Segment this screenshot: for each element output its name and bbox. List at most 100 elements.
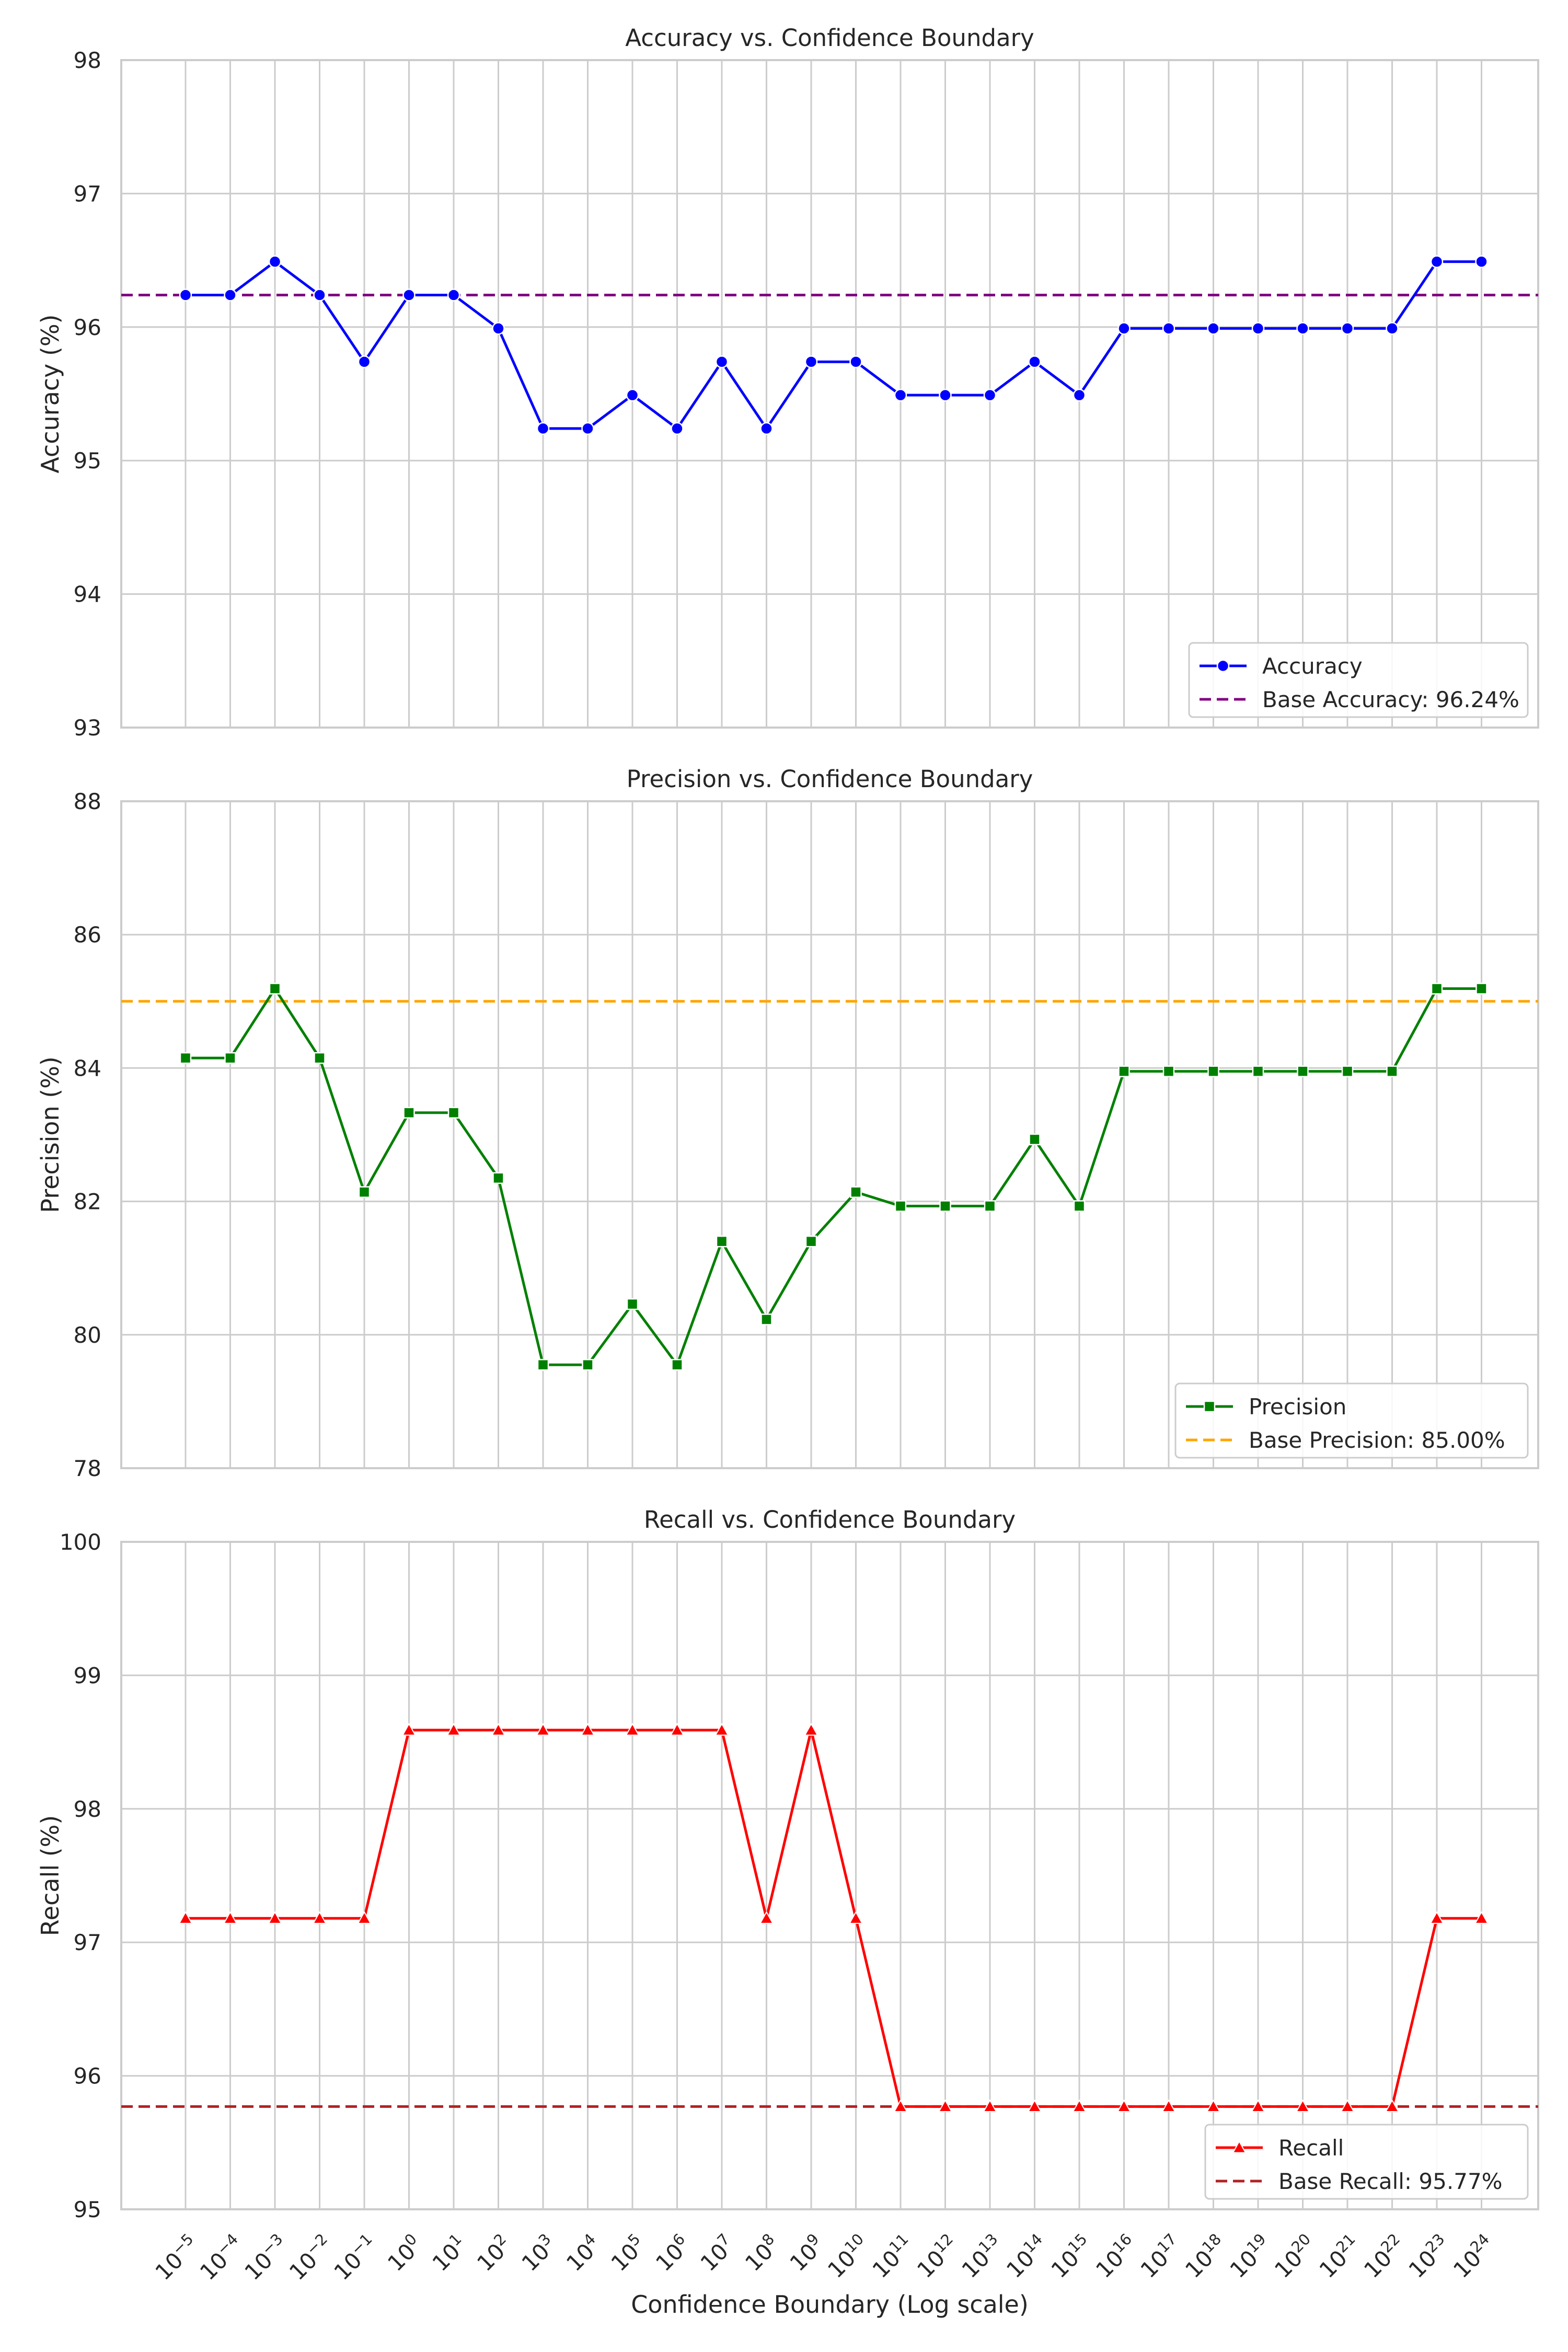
- y-tick-label: 93: [74, 715, 101, 741]
- data-point: [714, 1723, 729, 1736]
- legend-series-marker: [1216, 659, 1230, 673]
- data-point: [403, 1106, 415, 1119]
- y-tick-label: 78: [74, 1456, 101, 1481]
- legend: Accuracy Base Accuracy: 96.24%: [1188, 642, 1529, 718]
- data-point: [1386, 1065, 1398, 1078]
- data-point: [224, 289, 237, 302]
- data-point: [893, 2099, 908, 2112]
- data-point: [671, 422, 684, 435]
- data-point: [804, 355, 818, 368]
- legend-baseline-label: Base Recall: 95.77%: [1278, 2169, 1503, 2194]
- data-point: [1431, 983, 1443, 995]
- chart-panel-1: 93 94 95 96 97 98 Accuracy vs. Confidence Boun…: [36, 24, 1539, 741]
- legend-series-marker: [1232, 2140, 1247, 2153]
- data-point: [537, 1358, 549, 1371]
- plot-area: [121, 1542, 1538, 2209]
- data-point: [536, 422, 550, 435]
- y-tick-label: 80: [74, 1322, 101, 1348]
- data-point: [313, 289, 326, 302]
- data-point: [179, 289, 192, 302]
- data-point: [1162, 1065, 1175, 1078]
- data-point: [447, 289, 460, 302]
- data-point: [1475, 983, 1488, 995]
- series-line: [186, 1728, 1482, 2108]
- data-point: [1251, 2099, 1265, 2112]
- data-point: [1429, 1911, 1444, 1924]
- data-point: [178, 1911, 193, 1924]
- chart-panel-3: 95 96 97 98 99 100 Recall vs. Confidence Bound…: [36, 1506, 1539, 2319]
- data-point: [447, 1106, 460, 1119]
- y-tick-label: 95: [74, 2197, 101, 2222]
- y-tick-label: 88: [74, 789, 101, 814]
- data-point: [582, 1358, 594, 1371]
- legend-baseline-label: Base Precision: 85.00%: [1249, 1427, 1505, 1453]
- data-point: [716, 1235, 728, 1248]
- data-point: [1072, 2099, 1087, 2112]
- data-point: [268, 255, 282, 268]
- plot-frame: [120, 800, 1539, 1469]
- data-point: [358, 355, 371, 368]
- data-point: [491, 1723, 506, 1736]
- data-point: [1295, 2099, 1310, 2112]
- data-point: [357, 1911, 372, 1924]
- legend: Precision Base Precision: 85.00%: [1174, 1382, 1529, 1459]
- data-point: [1385, 2099, 1400, 2112]
- data-point: [446, 1723, 461, 1736]
- legend-series-label: Precision: [1249, 1394, 1346, 1420]
- data-point: [1206, 2099, 1221, 2112]
- data-point: [1027, 2099, 1042, 2112]
- data-point: [1028, 355, 1041, 368]
- data-point: [1475, 255, 1488, 268]
- data-point: [760, 422, 773, 435]
- data-point: [848, 1911, 863, 1924]
- data-point: [179, 1052, 192, 1064]
- y-tick-label: 96: [74, 2063, 101, 2089]
- data-point: [580, 1723, 595, 1736]
- plot-frame: [120, 59, 1539, 729]
- series-line: [186, 987, 1482, 1366]
- data-point: [1116, 2099, 1132, 2112]
- data-point: [626, 1298, 639, 1310]
- legend-series-marker: [1203, 1400, 1216, 1413]
- legend-box: [1204, 2124, 1529, 2200]
- data-point: [983, 388, 997, 402]
- data-point: [1073, 388, 1086, 402]
- data-point: [1207, 322, 1220, 335]
- data-point: [804, 1723, 818, 1736]
- data-point: [1162, 322, 1175, 335]
- data-point: [1029, 1133, 1041, 1146]
- x-axis-label: Confidence Boundary (Log scale): [631, 2290, 1029, 2319]
- data-point: [1252, 1065, 1264, 1078]
- legend-box: [1174, 1382, 1529, 1459]
- data-point: [1296, 322, 1309, 335]
- data-point: [671, 1358, 683, 1371]
- legend-series-label: Accuracy: [1262, 653, 1363, 679]
- plot-area: [121, 801, 1538, 1468]
- plot-area: [121, 60, 1538, 728]
- data-point: [312, 1911, 327, 1924]
- y-tick-label: 100: [60, 1529, 101, 1555]
- data-point: [1073, 1200, 1086, 1212]
- y-axis-label: Accuracy (%): [36, 314, 64, 473]
- legend-box: [1188, 642, 1529, 718]
- data-point: [492, 322, 505, 335]
- chart-panel-2: 78 80 82 84 86 88 Precision vs. Confidence Bou…: [36, 765, 1539, 1481]
- data-point: [805, 1235, 817, 1248]
- data-point: [401, 1723, 417, 1736]
- data-point: [938, 2099, 953, 2112]
- legend-baseline-label: Base Accuracy: 96.24%: [1262, 687, 1519, 712]
- data-point: [492, 1172, 504, 1184]
- data-point: [939, 388, 952, 402]
- y-tick-label: 94: [74, 582, 101, 607]
- data-point: [670, 1723, 685, 1736]
- chart-title: Recall vs. Confidence Boundary: [644, 1506, 1016, 1534]
- data-point: [1340, 2099, 1355, 2112]
- y-axis-label: Precision (%): [36, 1056, 64, 1213]
- legend-series-label: Recall: [1278, 2135, 1344, 2161]
- data-point: [358, 1186, 371, 1198]
- data-point: [402, 289, 416, 302]
- data-point: [1386, 322, 1399, 335]
- data-point: [894, 1200, 907, 1212]
- y-tick-label: 97: [74, 181, 101, 206]
- data-point: [581, 422, 594, 435]
